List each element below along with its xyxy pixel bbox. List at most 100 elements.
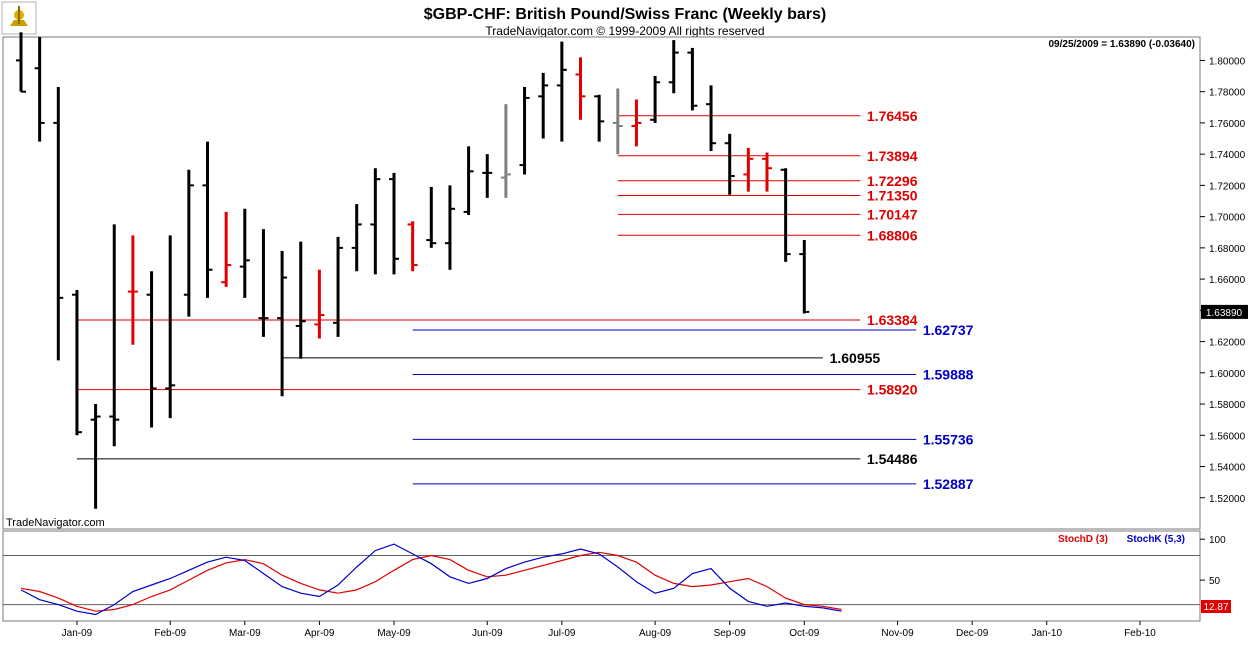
stoch-tick-label: 50 [1209, 576, 1221, 587]
price-tick-label: 1.58000 [1209, 400, 1246, 411]
ohlc-bar [90, 404, 101, 509]
ohlc-bar [743, 147, 754, 192]
stoch-value-box: 12.87 [1201, 600, 1231, 613]
time-tick-label: Sep-09 [714, 628, 747, 639]
time-tick-label: Dec-09 [956, 628, 989, 639]
ohlc-bar [389, 172, 399, 275]
status-readout: 09/25/2009 = 1.63890 (-0.03640) [1048, 39, 1195, 50]
ohlc-bar [668, 40, 679, 94]
ohlc-bar [370, 168, 381, 275]
time-tick-label: Jul-09 [548, 628, 576, 639]
price-tick-label: 1.74000 [1209, 150, 1246, 161]
ohlc-bar [146, 271, 157, 428]
ohlc-bar [295, 241, 306, 359]
stochD-legend-label: StochD (3) [1058, 534, 1108, 545]
ohlc-bar [762, 152, 772, 192]
ohlc-bar [109, 224, 120, 447]
level-label: 1.59888 [923, 367, 974, 383]
ohlc-bar [183, 169, 194, 317]
level-label: 1.55736 [923, 431, 974, 447]
ohlc-bar [239, 208, 250, 298]
ohlc-bar [314, 269, 325, 339]
ohlc-bar [519, 86, 530, 175]
level-label: 1.73894 [867, 148, 918, 164]
price-tick-label: 1.66000 [1209, 275, 1246, 286]
level-label: 1.58920 [867, 382, 918, 398]
ohlc-bar [556, 41, 567, 142]
ohlc-bar [575, 57, 586, 120]
stochastic-lines: 100 50 [3, 535, 1226, 616]
price-tick-label: 1.76000 [1209, 119, 1246, 130]
ohlc-bar [221, 211, 232, 287]
ohlc-bar [799, 240, 810, 314]
last-price-label: 1.63890 [1206, 308, 1243, 319]
level-label: 1.68806 [867, 227, 918, 243]
ohlc-bar [687, 47, 698, 111]
time-tick-label: Mar-09 [229, 628, 261, 639]
price-tick-label: 1.60000 [1209, 369, 1246, 380]
time-tick-label: Nov-09 [881, 628, 914, 639]
time-tick-label: Apr-09 [304, 628, 334, 639]
ohlc-bar [594, 94, 605, 142]
ohlc-bar [612, 88, 623, 155]
ohlc-bar [631, 99, 642, 147]
level-label: 1.60955 [830, 350, 881, 366]
stochD-line [20, 551, 842, 612]
chart-copyright: TradeNavigator.com © 1999-2009 All right… [485, 24, 764, 38]
price-tick-label: 1.56000 [1209, 431, 1246, 442]
time-tick-label: May-09 [377, 628, 411, 639]
time-tick-label: Feb-09 [154, 628, 186, 639]
ohlc-bar [351, 204, 362, 272]
price-tick-label: 1.68000 [1209, 244, 1246, 255]
time-axis: Jan-09 Feb-09 Mar-09 Apr-09 May-09 Jun-09 Jul-… [62, 621, 1156, 639]
price-tick-label: 1.80000 [1209, 56, 1246, 67]
last-price-box: 1.63890 [1201, 304, 1248, 319]
stoch-tick-label: 100 [1209, 535, 1226, 546]
price-tick-label: 1.70000 [1209, 213, 1246, 224]
price-panel [2, 36, 1201, 530]
ohlc-bar [71, 290, 82, 436]
price-tick-label: 1.72000 [1209, 181, 1246, 192]
level-label: 1.71350 [867, 188, 918, 204]
chart-title: $GBP-CHF: British Pound/Swiss Franc (Wee… [424, 6, 826, 23]
tradenavigator-logo-icon [1, 1, 37, 35]
level-label: 1.62737 [923, 322, 974, 338]
time-tick-label: Feb-10 [1124, 628, 1156, 639]
price-tick-label: 1.52000 [1209, 494, 1246, 505]
watermark-label: TradeNavigator.com [6, 517, 105, 529]
ohlc-bar [500, 104, 511, 198]
stochK-legend-label: StochK (5,3) [1127, 534, 1185, 545]
ohlc-bar [650, 76, 661, 123]
ohlc-bar [724, 133, 735, 195]
ohlc-bar [444, 185, 455, 270]
stoch-value-label: 12.87 [1203, 602, 1228, 613]
stochK-line [20, 543, 842, 616]
level-label: 1.72296 [867, 173, 918, 189]
level-label: 1.52887 [923, 476, 974, 492]
price-tick-label: 1.62000 [1209, 338, 1246, 349]
time-tick-label: Jun-09 [472, 628, 503, 639]
ohlc-bar [333, 236, 344, 337]
ohlc-bar [16, 32, 26, 93]
time-tick-label: Aug-09 [639, 628, 672, 639]
ohlc-bar [706, 85, 717, 152]
ohlc-bar [463, 146, 474, 216]
time-tick-label: Oct-09 [789, 628, 819, 639]
price-tick-label: 1.54000 [1209, 463, 1246, 474]
ohlc-bar [34, 37, 45, 142]
ohlc-bars [16, 32, 810, 509]
ohlc-bar [482, 154, 493, 198]
ohlc-bar [780, 168, 791, 262]
stochastic-panel [2, 530, 1201, 622]
ohlc-bar [202, 141, 213, 298]
price-tick-label: 1.78000 [1209, 88, 1246, 99]
level-label: 1.70147 [867, 206, 918, 222]
time-tick-label: Jan-10 [1031, 628, 1062, 639]
ohlc-bar [277, 250, 288, 397]
level-label: 1.76456 [867, 108, 918, 124]
level-label: 1.63384 [867, 312, 918, 328]
